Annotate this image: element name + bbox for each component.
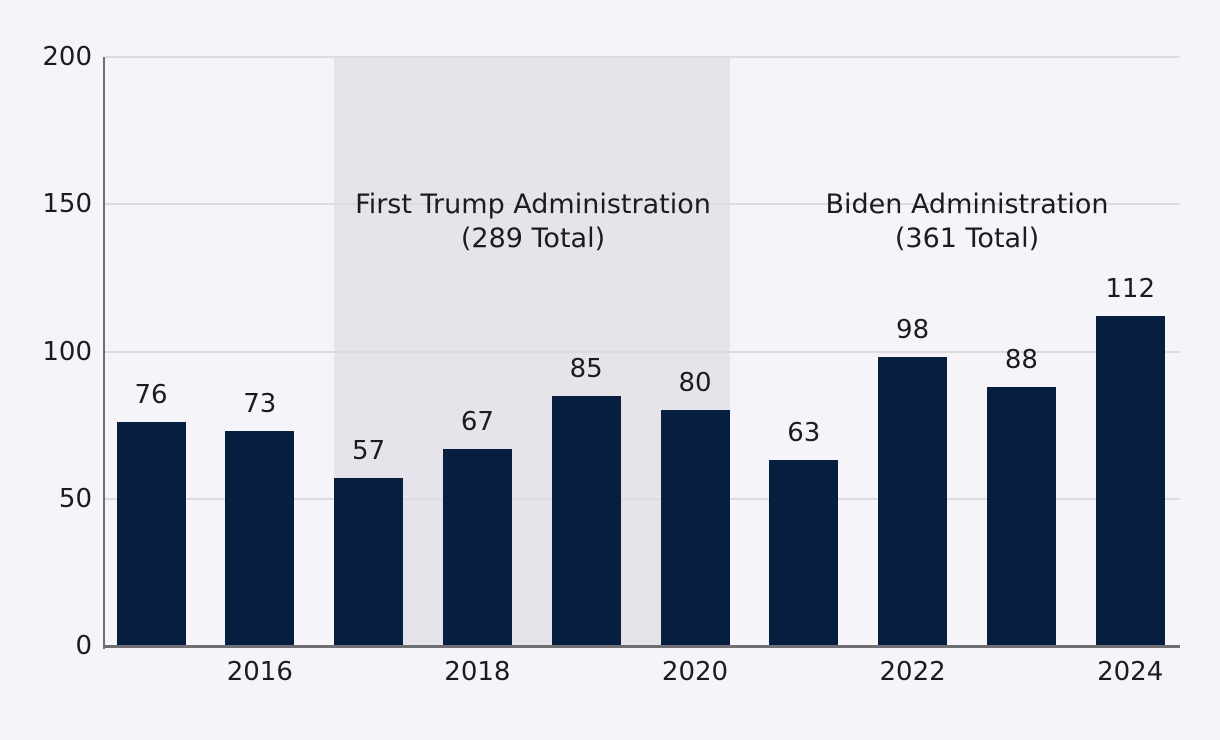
- x-tick-label-2024: 2024: [1097, 657, 1164, 687]
- y-axis-line: [103, 57, 105, 649]
- y-tick-label-100: 100: [42, 336, 92, 367]
- y-tick-label-0: 0: [75, 631, 92, 661]
- bar-2015: [116, 422, 186, 646]
- gridline-200: [105, 56, 1180, 58]
- x-axis-line: [103, 645, 1180, 648]
- x-tick-label-2020: 2020: [661, 657, 729, 687]
- x-tick-label-2018: 2018: [444, 657, 511, 687]
- bar-2024: [1095, 316, 1165, 646]
- bar-2022: [878, 357, 948, 646]
- annotation-trump-administration: First Trump Administration (289 Total): [323, 188, 743, 256]
- bar-value-label-2016: 73: [243, 389, 277, 419]
- bar-value-label-2023: 88: [1004, 344, 1038, 375]
- bar-value-label-2015: 76: [134, 380, 168, 411]
- annotation-trump-line1: First Trump Administration: [355, 189, 711, 220]
- y-tick-label-150: 150: [42, 189, 92, 220]
- gridline-100: [105, 350, 1180, 353]
- bar-2021: [769, 460, 839, 646]
- annotation-biden-line2: (361 Total): [894, 223, 1040, 254]
- bar-2016: [225, 431, 295, 646]
- bar-value-label-2020: 80: [678, 368, 712, 399]
- bar-value-label-2017: 57: [352, 436, 386, 467]
- bar-value-label-2019: 85: [569, 353, 603, 384]
- y-tick-label-50: 50: [58, 483, 92, 514]
- bar-2023: [986, 386, 1056, 646]
- x-tick-label-2022: 2022: [879, 657, 946, 687]
- bar-value-label-2022: 98: [896, 315, 930, 346]
- annotation-biden-administration: Biden Administration (361 Total): [757, 188, 1177, 256]
- bar-value-label-2024: 112: [1105, 274, 1155, 305]
- bar-2019: [551, 395, 621, 646]
- bar-value-label-2021: 63: [787, 418, 821, 449]
- x-tick-label-2016: 2016: [226, 657, 293, 687]
- gridline-50: [105, 497, 1180, 500]
- gridline-150: [105, 203, 1180, 206]
- annotation-biden-line1: Biden Administration: [825, 189, 1109, 220]
- annotation-trump-line2: (289 Total): [460, 223, 606, 254]
- bar-2018: [442, 448, 512, 646]
- bar-value-label-2018: 67: [460, 406, 494, 437]
- bar-2020: [660, 410, 730, 646]
- y-tick-label-200: 200: [42, 42, 92, 72]
- bar-2017: [334, 478, 404, 646]
